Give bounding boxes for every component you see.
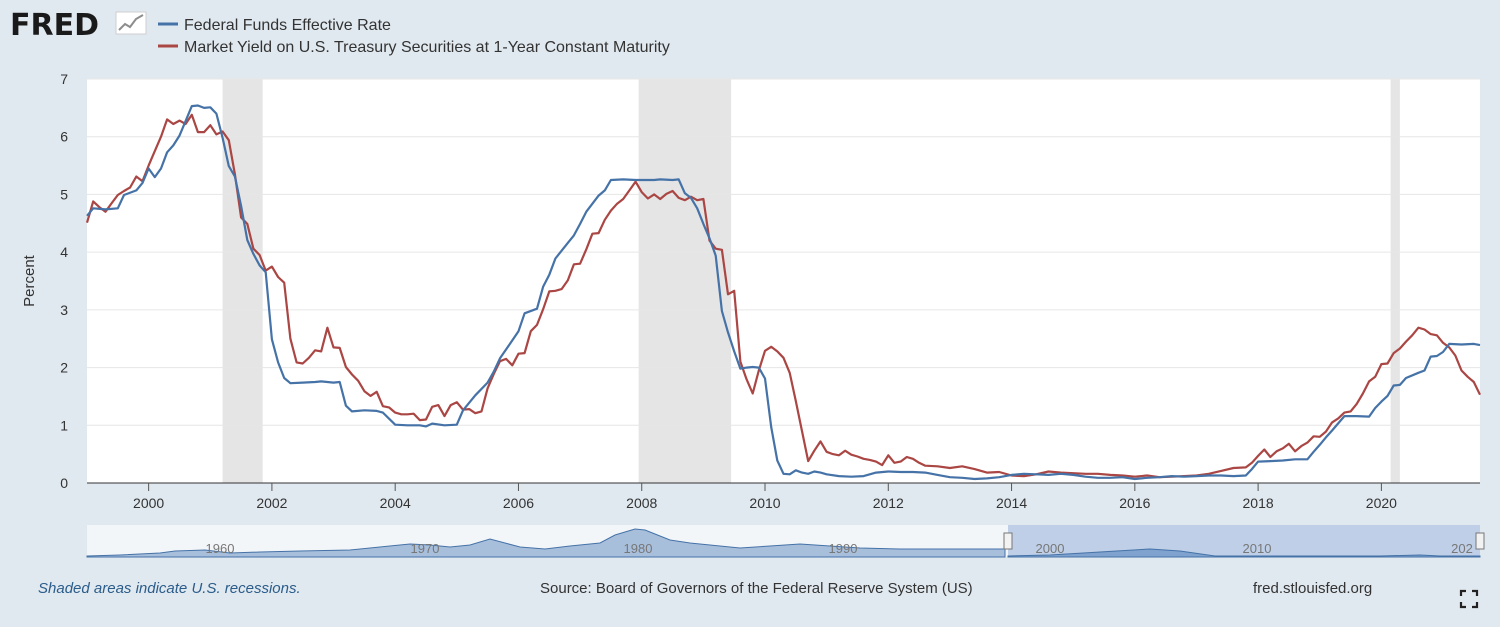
x-tick-label: 2000 [133, 495, 164, 511]
x-tick-label: 2006 [503, 495, 534, 511]
navigator-tick-label: 1980 [624, 541, 653, 556]
source-text: Source: Board of Governors of the Federa… [540, 580, 973, 597]
navigator-tick-label: 2000 [1036, 541, 1065, 556]
navigator-tick-label: 1970 [411, 541, 440, 556]
x-axis-ticks: 2000 2002 2004 2006 2008 2010 2012 2014 2016 2018… [133, 483, 1397, 511]
fullscreen-icon[interactable] [1458, 588, 1480, 610]
plot-area [87, 79, 1480, 483]
navigator-tick-label: 202 [1451, 541, 1473, 556]
recession-note: Shaded areas indicate U.S. recessions. [38, 580, 301, 597]
site-link[interactable]: fred.stlouisfed.org [1253, 580, 1373, 597]
x-tick-label: 2018 [1243, 495, 1274, 511]
recession-band [1390, 79, 1400, 483]
series-lines[interactable] [85, 104, 1481, 481]
gridlines [87, 78, 1480, 484]
x-tick-label: 2010 [749, 495, 780, 511]
x-tick-label: 2008 [626, 495, 657, 511]
navigator-right-handle[interactable] [1475, 532, 1485, 550]
fred-logo[interactable]: FRED [10, 8, 147, 43]
x-tick-label: 2004 [380, 495, 411, 511]
navigator[interactable]: 1960 1970 1980 1990 2000 2010 202 [86, 525, 1485, 558]
y-tick-label: 4 [60, 244, 68, 260]
x-tick-label: 2002 [256, 495, 287, 511]
legend: Federal Funds Effective Rate Market Yiel… [158, 17, 670, 56]
x-tick-label: 2016 [1119, 495, 1150, 511]
recession-band [638, 79, 732, 483]
navigator-left-handle[interactable] [1003, 532, 1013, 550]
navigator-tick-label: 2010 [1243, 541, 1272, 556]
y-tick-label: 7 [60, 71, 68, 87]
navigator-selected-range[interactable] [1008, 525, 1480, 557]
y-tick-label: 5 [60, 186, 68, 202]
series-line[interactable] [85, 113, 1481, 479]
fred-logo-graph-line [118, 14, 144, 31]
y-tick-label: 3 [60, 302, 68, 318]
fred-logo-text: FRED [10, 8, 99, 43]
navigator-tick-label: 1990 [829, 541, 858, 556]
navigator-selected-series [1007, 548, 1481, 558]
y-axis-label: Percent [21, 254, 38, 307]
legend-label-fed-funds[interactable]: Federal Funds Effective Rate [184, 17, 391, 34]
y-axis-ticks: 0 1 2 3 4 5 6 7 [60, 71, 68, 491]
y-tick-label: 6 [60, 129, 68, 145]
y-tick-label: 0 [60, 475, 68, 491]
navigator-series-area [86, 528, 1006, 558]
legend-label-treasury[interactable]: Market Yield on U.S. Treasury Securities… [184, 39, 670, 56]
series-line[interactable] [86, 104, 1481, 481]
x-tick-label: 2020 [1366, 495, 1397, 511]
y-tick-label: 1 [60, 417, 68, 433]
navigator-ticks: 1960 1970 1980 1990 2000 2010 202 [206, 541, 1473, 556]
x-tick-label: 2014 [996, 495, 1027, 511]
navigator-tick-label: 1960 [206, 541, 235, 556]
y-tick-label: 2 [60, 360, 68, 376]
x-tick-label: 2012 [873, 495, 904, 511]
